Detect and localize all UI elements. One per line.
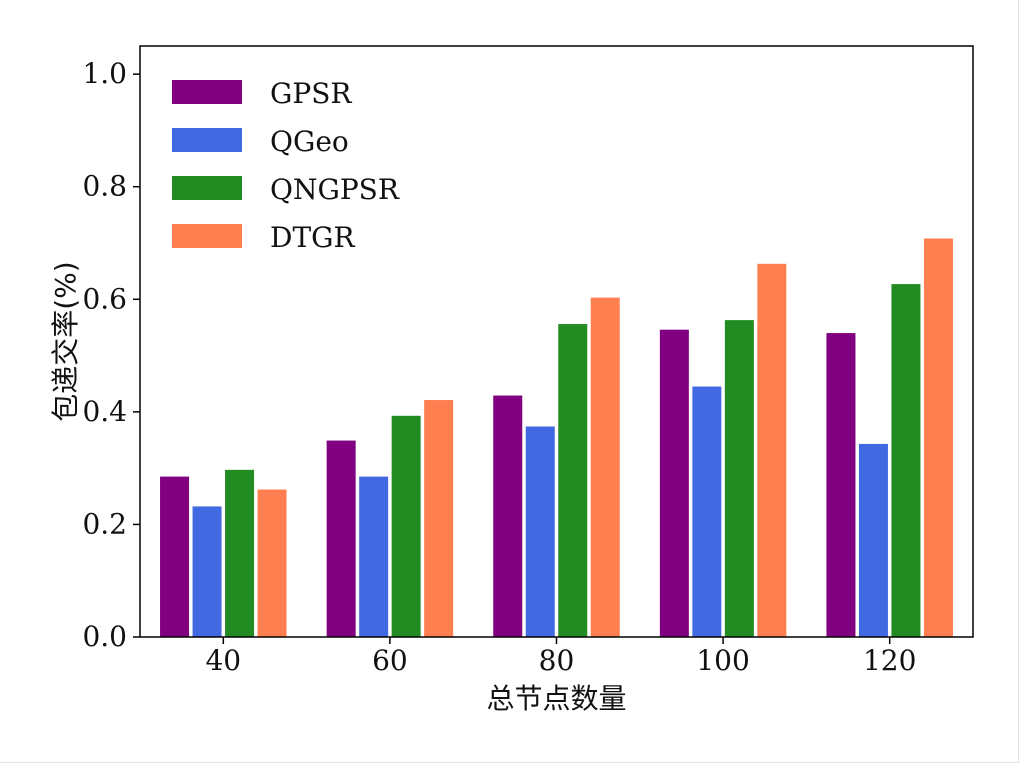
x-axis-ticks: 40 60 80 100 120: [205, 637, 916, 677]
y-axis-label: 包递交率(%): [49, 261, 82, 421]
plot-area-frame: [139, 45, 974, 638]
bar-gpsr-120: [826, 333, 856, 637]
bar-qngpsr-100: [724, 320, 754, 637]
y-tick-label: 0.6: [82, 282, 127, 315]
legend-label-dtgr: DTGR: [270, 221, 355, 254]
legend-label-qngpsr: QNGPSR: [270, 173, 400, 206]
y-tick-label: 1.0: [82, 57, 127, 90]
x-tick-label: 60: [372, 644, 408, 677]
bar-dtgr-120: [923, 238, 953, 638]
x-tick-label: 120: [863, 644, 916, 677]
bar-gpsr-80: [493, 395, 523, 637]
bar-qngpsr-80: [558, 324, 588, 637]
bar-qgeo-40: [192, 506, 222, 637]
x-tick-label: 100: [696, 644, 749, 677]
y-axis-ticks: 0.0 0.2 0.4 0.6 0.8 1.0: [82, 57, 140, 653]
legend-swatch-qngpsr: [172, 176, 242, 200]
bar-qgeo-120: [858, 443, 888, 637]
bar-qngpsr-60: [391, 415, 421, 637]
bars-group: [160, 238, 953, 638]
legend-label-qgeo: QGeo: [270, 125, 349, 158]
x-tick-label: 40: [205, 644, 241, 677]
legend-swatch-gpsr: [172, 80, 242, 104]
y-tick-label: 0.2: [82, 507, 127, 540]
bar-qgeo-100: [692, 386, 722, 637]
bar-gpsr-40: [160, 476, 190, 637]
bar-dtgr-40: [257, 489, 287, 637]
bar-dtgr-100: [757, 263, 787, 637]
bar-qgeo-80: [525, 426, 555, 637]
legend-label-gpsr: GPSR: [270, 77, 352, 110]
legend-swatch-dtgr: [172, 224, 242, 248]
bar-gpsr-100: [659, 329, 689, 637]
x-tick-label: 80: [539, 644, 575, 677]
y-tick-label: 0.8: [82, 170, 127, 203]
y-tick-label: 0.4: [82, 395, 127, 428]
legend: GPSR QGeo QNGPSR DTGR: [172, 77, 400, 254]
x-axis-label: 总节点数量: [486, 682, 626, 715]
bar-qgeo-60: [359, 476, 389, 637]
bar-dtgr-60: [424, 400, 454, 637]
bar-dtgr-80: [590, 297, 620, 637]
y-tick-label: 0.0: [82, 620, 127, 653]
legend-swatch-qgeo: [172, 128, 242, 152]
bar-qngpsr-120: [891, 284, 921, 637]
bar-gpsr-60: [326, 440, 356, 637]
bar-qngpsr-40: [225, 469, 255, 637]
